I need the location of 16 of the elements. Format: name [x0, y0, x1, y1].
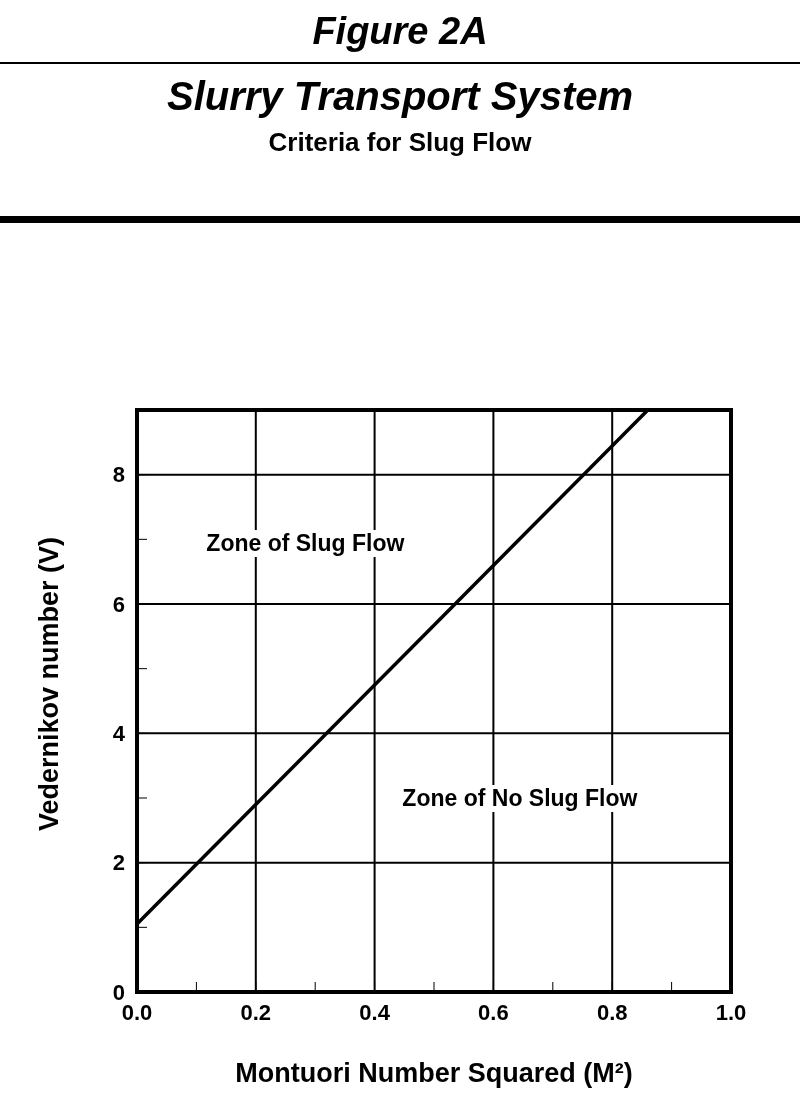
chart-subtitle: Criteria for Slug Flow [267, 127, 533, 158]
x-tick-label: 1.0 [715, 999, 747, 1025]
chart-title: Slurry Transport System [165, 74, 635, 119]
y-axis-title: Vedernikov number (V) [33, 536, 64, 831]
y-tick-label: 8 [112, 462, 125, 488]
x-tick-label: 0.6 [478, 999, 509, 1025]
x-axis-title: Montuori Number Squared (M²) [235, 1058, 633, 1088]
annotation: Zone of Slug Flow [202, 529, 409, 557]
x-tick-label: 0.2 [240, 999, 272, 1025]
x-tick-label: 0.8 [596, 999, 628, 1025]
y-tick-label: 2 [112, 850, 125, 876]
y-tick-label: 6 [112, 591, 125, 617]
annotation: Zone of No Slug Flow [398, 785, 642, 813]
caption: Figure 2A [311, 9, 489, 54]
x-tick-label: 0.4 [359, 999, 391, 1025]
y-tick-label: 4 [112, 721, 126, 747]
